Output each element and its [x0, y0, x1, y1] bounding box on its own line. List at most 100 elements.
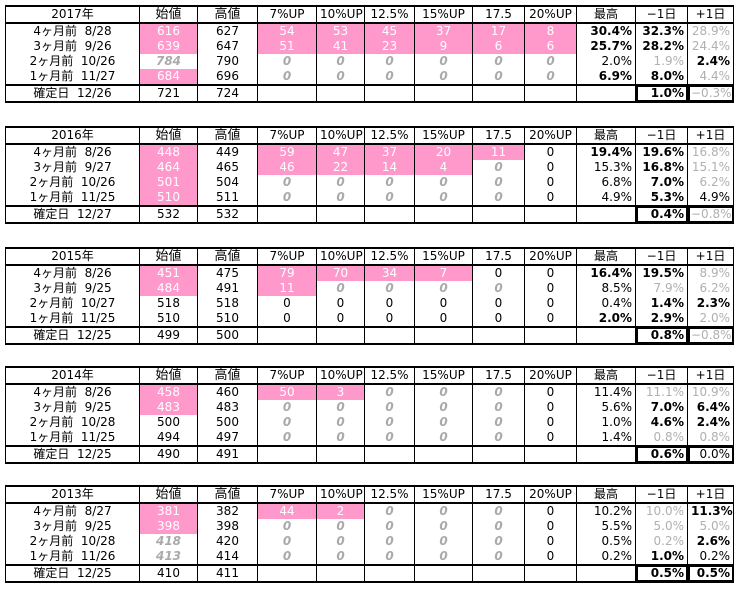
row-label-cell[interactable]: 2ヶ月前 10/27: [5, 296, 140, 311]
data-cell[interactable]: 2.3%: [687, 296, 734, 311]
data-cell[interactable]: [524, 327, 577, 345]
data-cell[interactable]: 398: [139, 519, 198, 534]
data-cell[interactable]: 1.4%: [576, 430, 636, 447]
data-cell[interactable]: 0: [364, 384, 415, 400]
data-cell[interactable]: 490: [139, 446, 198, 464]
data-cell[interactable]: [364, 85, 415, 103]
row-label-cell[interactable]: 1ヶ月前 11/25: [5, 190, 140, 207]
row-label-cell[interactable]: 1ヶ月前 11/25: [5, 311, 140, 328]
data-cell[interactable]: 0: [316, 281, 365, 296]
row-label-cell[interactable]: 3ヶ月前 9/26: [5, 39, 140, 54]
year-label[interactable]: 2017年: [5, 5, 140, 24]
data-cell[interactable]: 0: [472, 296, 525, 311]
data-cell[interactable]: [364, 206, 415, 224]
data-cell[interactable]: 8.9%: [687, 265, 734, 281]
data-cell[interactable]: 3: [316, 384, 365, 400]
data-cell[interactable]: [364, 446, 415, 464]
data-cell[interactable]: 0: [472, 69, 525, 86]
data-cell[interactable]: 17: [472, 23, 525, 39]
data-cell[interactable]: 0: [257, 400, 317, 415]
data-cell[interactable]: 59: [257, 144, 317, 160]
data-cell[interactable]: 0: [316, 311, 365, 328]
data-cell[interactable]: 0: [257, 54, 317, 69]
data-cell[interactable]: 696: [197, 69, 258, 86]
data-cell[interactable]: [316, 327, 365, 345]
column-header[interactable]: 17.5: [472, 366, 525, 385]
data-cell[interactable]: 53: [316, 23, 365, 39]
column-header[interactable]: 20%UP: [524, 366, 577, 385]
row-label-cell[interactable]: 4ヶ月前 8/28: [5, 23, 140, 39]
data-cell[interactable]: 0: [472, 534, 525, 549]
column-header[interactable]: −1日: [635, 247, 688, 266]
data-cell[interactable]: 684: [139, 69, 198, 86]
data-cell[interactable]: 627: [197, 23, 258, 39]
row-label-cell[interactable]: 4ヶ月前 8/26: [5, 144, 140, 160]
column-header[interactable]: −1日: [635, 366, 688, 385]
row-label-cell[interactable]: 3ヶ月前 9/25: [5, 281, 140, 296]
data-cell[interactable]: 484: [139, 281, 198, 296]
data-cell[interactable]: 0: [364, 519, 415, 534]
data-cell[interactable]: 504: [197, 175, 258, 190]
column-header[interactable]: +1日: [687, 247, 734, 266]
data-cell[interactable]: 784: [139, 54, 198, 69]
data-cell[interactable]: 2.4%: [687, 415, 734, 430]
row-label-cell[interactable]: 1ヶ月前 11/27: [5, 69, 140, 86]
column-header[interactable]: 17.5: [472, 126, 525, 145]
data-cell[interactable]: 0: [414, 311, 473, 328]
data-cell[interactable]: 724: [197, 85, 258, 103]
data-cell[interactable]: 483: [197, 400, 258, 415]
data-cell[interactable]: 51: [257, 39, 317, 54]
data-cell[interactable]: [316, 565, 365, 583]
column-header[interactable]: +1日: [687, 366, 734, 385]
data-cell[interactable]: 1.4%: [635, 296, 688, 311]
data-cell[interactable]: 491: [197, 281, 258, 296]
data-cell[interactable]: 23: [364, 39, 415, 54]
row-label-cell[interactable]: 確定日 12/26: [5, 85, 140, 103]
data-cell[interactable]: 0: [257, 549, 317, 566]
data-cell[interactable]: 0: [257, 430, 317, 447]
column-header[interactable]: 10%UP: [316, 247, 365, 266]
data-cell[interactable]: 11: [257, 281, 317, 296]
data-cell[interactable]: 70: [316, 265, 365, 281]
column-header[interactable]: 12.5%: [364, 247, 415, 266]
data-cell[interactable]: −0.8%: [687, 206, 734, 224]
data-cell[interactable]: 0: [257, 190, 317, 207]
data-cell[interactable]: [524, 85, 577, 103]
data-cell[interactable]: 0: [316, 54, 365, 69]
data-cell[interactable]: 510: [197, 311, 258, 328]
column-header[interactable]: 20%UP: [524, 247, 577, 266]
data-cell[interactable]: 0: [316, 175, 365, 190]
data-cell[interactable]: [257, 85, 317, 103]
data-cell[interactable]: 0.5%: [687, 565, 734, 583]
column-header[interactable]: 最高: [576, 485, 636, 504]
data-cell[interactable]: 616: [139, 23, 198, 39]
data-cell[interactable]: 5.5%: [576, 519, 636, 534]
data-cell[interactable]: 0: [414, 296, 473, 311]
data-cell[interactable]: 37: [414, 23, 473, 39]
data-cell[interactable]: 1.0%: [635, 85, 688, 103]
data-cell[interactable]: 382: [197, 503, 258, 519]
data-cell[interactable]: 0: [414, 69, 473, 86]
data-cell[interactable]: 1.9%: [635, 54, 688, 69]
data-cell[interactable]: 19.5%: [635, 265, 688, 281]
data-cell[interactable]: 0: [364, 534, 415, 549]
data-cell[interactable]: 0: [472, 549, 525, 566]
data-cell[interactable]: 639: [139, 39, 198, 54]
data-cell[interactable]: 19.6%: [635, 144, 688, 160]
data-cell[interactable]: 0: [524, 415, 577, 430]
data-cell[interactable]: 0: [414, 190, 473, 207]
column-header[interactable]: 高値: [197, 366, 258, 385]
data-cell[interactable]: 491: [197, 446, 258, 464]
column-header[interactable]: 始値: [139, 247, 198, 266]
year-label[interactable]: 2014年: [5, 366, 140, 385]
column-header[interactable]: 7%UP: [257, 5, 317, 24]
data-cell[interactable]: [414, 565, 473, 583]
data-cell[interactable]: 0: [316, 400, 365, 415]
data-cell[interactable]: 15.1%: [687, 160, 734, 175]
data-cell[interactable]: [472, 446, 525, 464]
data-cell[interactable]: 2.0%: [687, 311, 734, 328]
data-cell[interactable]: 0: [472, 160, 525, 175]
data-cell[interactable]: 532: [139, 206, 198, 224]
data-cell[interactable]: 790: [197, 54, 258, 69]
data-cell[interactable]: [524, 565, 577, 583]
